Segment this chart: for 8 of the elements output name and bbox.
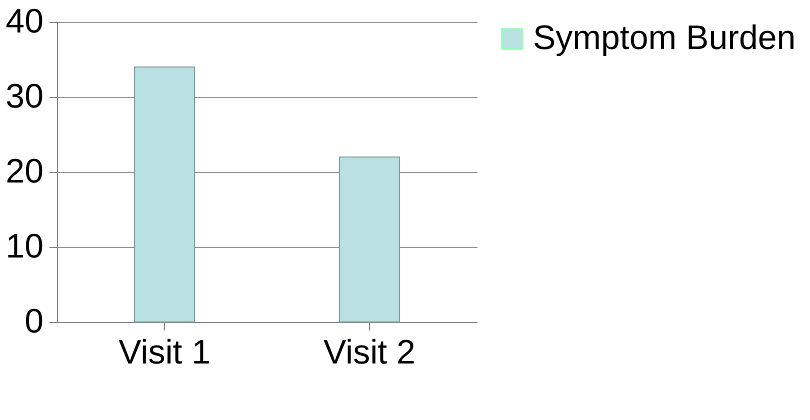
- legend-label: Symptom Burden: [533, 19, 796, 57]
- y-tick-label: 30: [6, 78, 44, 116]
- x-tick-label: Visit 2: [323, 334, 416, 372]
- x-tick-label: Visit 1: [118, 334, 211, 372]
- y-tick-label: 0: [24, 302, 44, 340]
- y-tick-label: 10: [6, 228, 44, 266]
- y-tick-label: 40: [6, 2, 44, 40]
- y-tick-label: 20: [6, 152, 44, 190]
